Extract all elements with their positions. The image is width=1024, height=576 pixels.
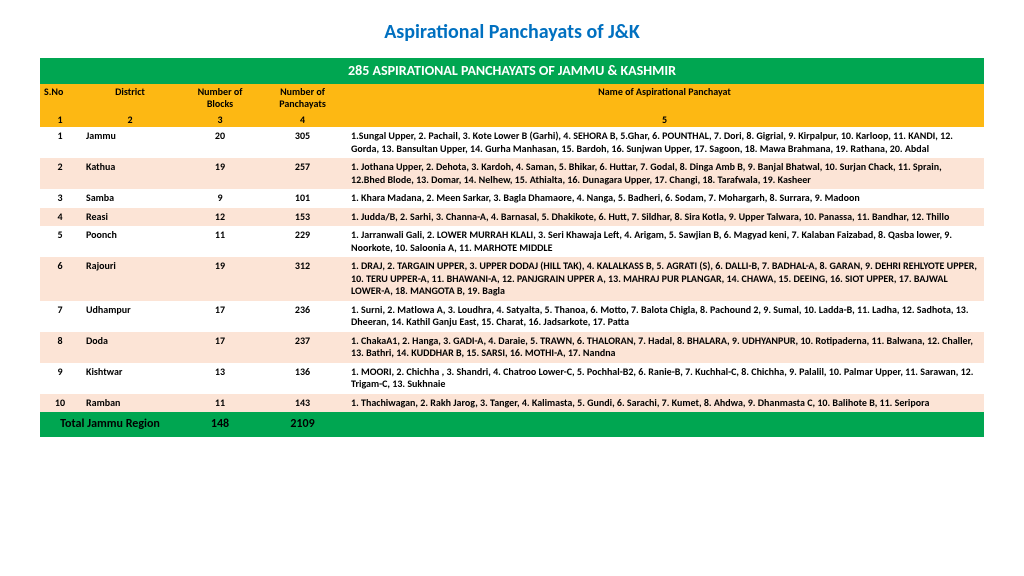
page-title: Aspirational Panchayats of J&K (40, 20, 984, 44)
header-num-3: 3 (180, 113, 260, 128)
cell-sno: 3 (40, 189, 80, 208)
cell-sno: 1 (40, 127, 80, 158)
cell-blocks: 13 (180, 363, 260, 394)
header-num-2: 2 (80, 113, 180, 128)
cell-names: 1.Sungal Upper, 2. Pachail, 3. Kote Lowe… (345, 127, 984, 158)
total-panchayats: 2109 (260, 412, 345, 437)
cell-names: 1. ChakaA1, 2. Hanga, 3. GADI-A, 4. Dara… (345, 332, 984, 363)
cell-panchayats: 143 (260, 394, 345, 413)
cell-blocks: 17 (180, 332, 260, 363)
cell-blocks: 11 (180, 394, 260, 413)
cell-blocks: 19 (180, 158, 260, 189)
cell-names: 1. Surni, 2. Matlowa A, 3. Loudhra, 4. S… (345, 301, 984, 332)
cell-panchayats: 101 (260, 189, 345, 208)
cell-sno: 6 (40, 257, 80, 301)
header-sno: S.No (40, 84, 80, 113)
table-row: 4Reasi121531. Judda/B, 2. Sarhi, 3. Chan… (40, 208, 984, 227)
cell-district: Udhampur (80, 301, 180, 332)
cell-panchayats: 305 (260, 127, 345, 158)
cell-panchayats: 312 (260, 257, 345, 301)
table-row: 10Ramban111431. Thachiwagan, 2. Rakh Jar… (40, 394, 984, 413)
cell-names: 1. Jothana Upper, 2. Dehota, 3. Kardoh, … (345, 158, 984, 189)
cell-names: 1. DRAJ, 2. TARGAIN UPPER, 3. UPPER DODA… (345, 257, 984, 301)
cell-sno: 7 (40, 301, 80, 332)
cell-blocks: 11 (180, 226, 260, 257)
table-header-row: S.No District Number of Blocks Number of… (40, 84, 984, 113)
table-row: 2Kathua192571. Jothana Upper, 2. Dehota,… (40, 158, 984, 189)
cell-panchayats: 136 (260, 363, 345, 394)
cell-district: Jammu (80, 127, 180, 158)
cell-sno: 5 (40, 226, 80, 257)
cell-blocks: 9 (180, 189, 260, 208)
table-banner: 285 ASPIRATIONAL PANCHAYATS OF JAMMU & K… (40, 58, 984, 84)
total-row: Total Jammu Region 148 2109 (40, 412, 984, 437)
cell-sno: 9 (40, 363, 80, 394)
table-row: 3Samba91011. Khara Madana, 2. Meen Sarka… (40, 189, 984, 208)
cell-names: 1. Jarranwali Gali, 2. LOWER MURRAH KLAL… (345, 226, 984, 257)
header-blocks: Number of Blocks (180, 84, 260, 113)
cell-panchayats: 237 (260, 332, 345, 363)
cell-panchayats: 229 (260, 226, 345, 257)
table-body: 1Jammu203051.Sungal Upper, 2. Pachail, 3… (40, 127, 984, 412)
cell-names: 1. MOORI, 2. Chichha , 3. Shandri, 4. Ch… (345, 363, 984, 394)
cell-sno: 2 (40, 158, 80, 189)
table-row: 6Rajouri193121. DRAJ, 2. TARGAIN UPPER, … (40, 257, 984, 301)
table-header-numbers: 1 2 3 4 5 (40, 113, 984, 128)
header-num-4: 4 (260, 113, 345, 128)
cell-names: 1. Thachiwagan, 2. Rakh Jarog, 3. Tanger… (345, 394, 984, 413)
cell-blocks: 12 (180, 208, 260, 227)
total-label: Total Jammu Region (40, 412, 180, 437)
cell-names: 1. Khara Madana, 2. Meen Sarkar, 3. Bagl… (345, 189, 984, 208)
header-names: Name of Aspirational Panchayat (345, 84, 984, 113)
table-row: 7Udhampur172361. Surni, 2. Matlowa A, 3.… (40, 301, 984, 332)
cell-sno: 10 (40, 394, 80, 413)
header-num-1: 1 (40, 113, 80, 128)
table-banner-row: 285 ASPIRATIONAL PANCHAYATS OF JAMMU & K… (40, 58, 984, 84)
table-row: 1Jammu203051.Sungal Upper, 2. Pachail, 3… (40, 127, 984, 158)
cell-panchayats: 236 (260, 301, 345, 332)
cell-panchayats: 153 (260, 208, 345, 227)
header-panchayats: Number of Panchayats (260, 84, 345, 113)
cell-blocks: 17 (180, 301, 260, 332)
cell-district: Kishtwar (80, 363, 180, 394)
header-num-5: 5 (345, 113, 984, 128)
cell-district: Ramban (80, 394, 180, 413)
header-district: District (80, 84, 180, 113)
cell-sno: 4 (40, 208, 80, 227)
cell-panchayats: 257 (260, 158, 345, 189)
total-blocks: 148 (180, 412, 260, 437)
cell-district: Doda (80, 332, 180, 363)
cell-district: Reasi (80, 208, 180, 227)
aspirational-table: 285 ASPIRATIONAL PANCHAYATS OF JAMMU & K… (40, 58, 984, 437)
total-names (345, 412, 984, 437)
cell-district: Rajouri (80, 257, 180, 301)
table-row: 9Kishtwar131361. MOORI, 2. Chichha , 3. … (40, 363, 984, 394)
cell-district: Samba (80, 189, 180, 208)
cell-blocks: 19 (180, 257, 260, 301)
cell-district: Poonch (80, 226, 180, 257)
cell-district: Kathua (80, 158, 180, 189)
table-row: 8Doda172371. ChakaA1, 2. Hanga, 3. GADI-… (40, 332, 984, 363)
cell-blocks: 20 (180, 127, 260, 158)
cell-names: 1. Judda/B, 2. Sarhi, 3. Channa-A, 4. Ba… (345, 208, 984, 227)
table-row: 5Poonch112291. Jarranwali Gali, 2. LOWER… (40, 226, 984, 257)
cell-sno: 8 (40, 332, 80, 363)
